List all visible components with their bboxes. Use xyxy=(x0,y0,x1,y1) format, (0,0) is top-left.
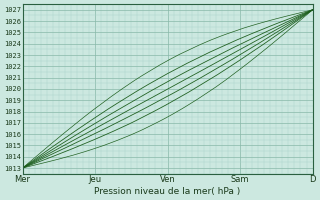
X-axis label: Pression niveau de la mer( hPa ): Pression niveau de la mer( hPa ) xyxy=(94,187,241,196)
